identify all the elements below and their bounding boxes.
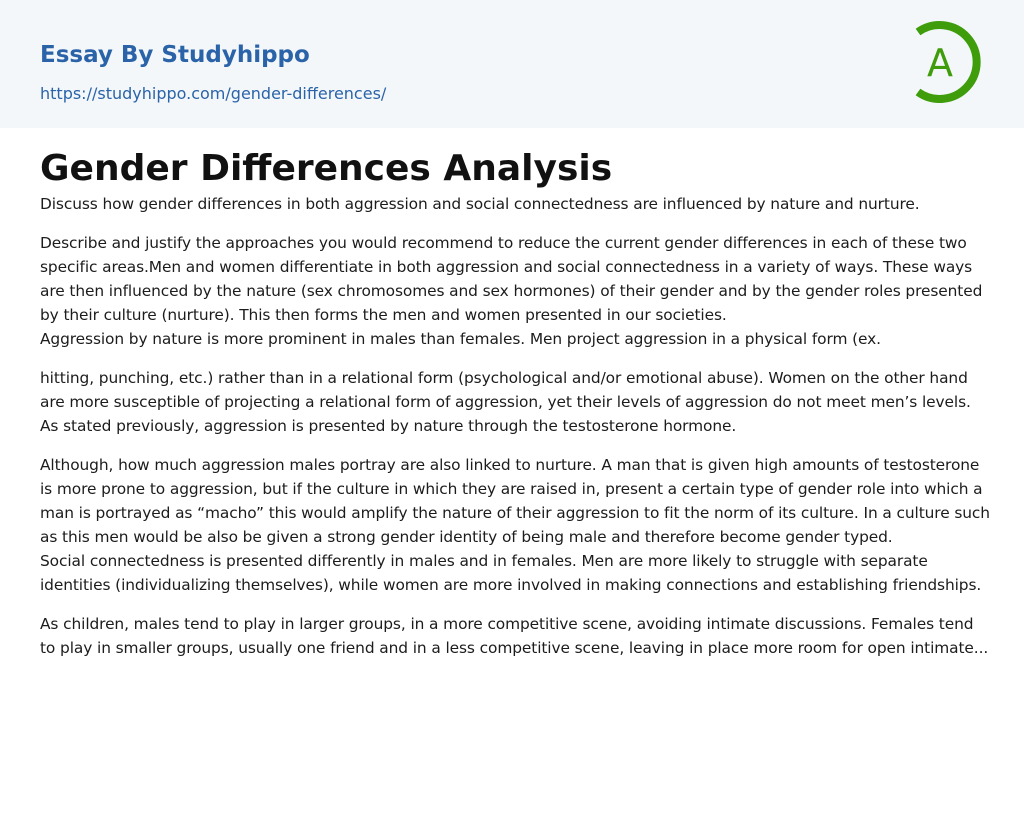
article-body: Discuss how gender differences in both a… [40, 192, 990, 660]
studyhippo-logo-icon[interactable]: A [910, 18, 988, 106]
article-paragraph: As children, males tend to play in large… [40, 615, 989, 657]
article-paragraph: Describe and justify the approaches you … [40, 234, 983, 348]
article-paragraph: hitting, punching, etc.) rather than in … [40, 369, 971, 435]
article-paragraph: Although, how much aggression males port… [40, 456, 990, 594]
logo-letter: A [927, 41, 953, 85]
article: Gender Differences Analysis Discuss how … [40, 148, 990, 660]
site-header: Essay By Studyhippo https://studyhippo.c… [0, 0, 1024, 128]
brand-title: Essay By Studyhippo [40, 42, 310, 68]
article-paragraph: Discuss how gender differences in both a… [40, 195, 920, 213]
source-url-link[interactable]: https://studyhippo.com/gender-difference… [40, 84, 387, 103]
page-title: Gender Differences Analysis [40, 148, 613, 189]
